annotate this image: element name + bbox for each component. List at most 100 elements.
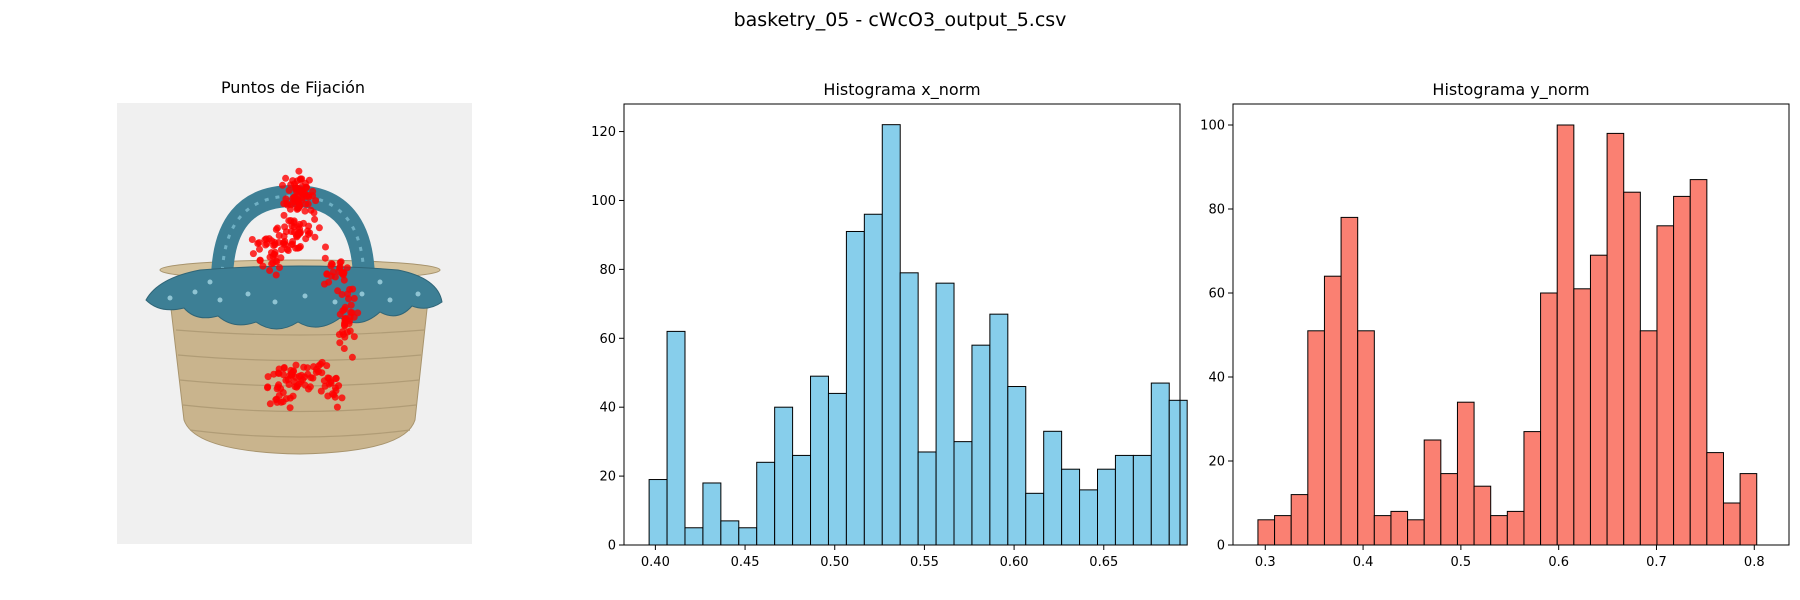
histogram-bar [1689, 179, 1708, 546]
fixation-point [321, 254, 329, 262]
histogram-bar [1323, 275, 1342, 546]
histogram-bar [1639, 330, 1658, 546]
fixation-point [336, 259, 344, 267]
histogram-bar [1589, 254, 1608, 546]
histogram-bar [702, 482, 722, 546]
fixation-point [348, 353, 356, 361]
histogram-bar [1523, 431, 1542, 546]
y-tick-label: 100 [1200, 119, 1225, 134]
histogram-x-axes-frame [623, 103, 1181, 546]
basket-weave-lines [175, 329, 425, 438]
fixation-point [286, 205, 294, 213]
figure-title: basketry_05 - cWcO3_output_5.csv [734, 9, 1067, 31]
histogram-y-yaxis-ticks: 0 20 40 60 80 100 [1200, 119, 1233, 554]
fixation-point [346, 313, 354, 321]
histogram-bar [863, 213, 883, 546]
basket-fabric-cover [145, 265, 443, 330]
histogram-x-norm: Histograma x_norm 0.40 0.45 0.50 0.55 0.60 0.… [591, 80, 1188, 570]
fixation-point [331, 384, 339, 392]
fixation-point [272, 396, 280, 404]
fixation-point [285, 186, 293, 194]
histogram-bar [810, 375, 829, 546]
histogram-bar [1440, 473, 1458, 546]
histogram-bar [1673, 195, 1691, 546]
fixation-point [274, 224, 281, 232]
histogram-bar [1706, 452, 1724, 546]
fixation-point [294, 195, 301, 203]
y-tick-label: 100 [591, 194, 616, 209]
fixation-point [285, 217, 293, 225]
fixation-point [275, 232, 283, 239]
histogram-bar [1132, 454, 1152, 546]
fixation-point [279, 389, 287, 396]
fixation-point [325, 278, 333, 286]
x-tick-label: 0.65 [1089, 555, 1118, 570]
histogram-bar [1390, 510, 1409, 546]
fixation-point [347, 301, 355, 309]
histogram-bar [1373, 515, 1392, 546]
fixation-point [346, 327, 354, 335]
x-tick-label: 0.8 [1744, 555, 1765, 570]
fixation-point [303, 364, 311, 372]
fixation-point [336, 339, 344, 347]
fixation-point [296, 243, 304, 250]
fixation-point [293, 177, 301, 185]
fixation-point [306, 383, 314, 391]
histogram-bar [1061, 468, 1081, 546]
fixation-point [309, 374, 317, 382]
histogram-bar [792, 454, 812, 546]
fixation-point [339, 328, 346, 336]
histogram-x-title: Histograma x_norm [823, 80, 980, 100]
fixation-point [284, 247, 292, 254]
y-tick-label: 20 [599, 470, 616, 485]
histogram-bar [1656, 225, 1675, 546]
fixation-point [310, 209, 318, 217]
y-tick-label: 40 [599, 401, 616, 416]
fixation-point [341, 333, 349, 341]
fixation-point [345, 295, 352, 303]
fixation-point [261, 236, 269, 244]
y-tick-label: 40 [1208, 371, 1225, 386]
histogram-bar [1490, 515, 1508, 546]
fixation-point [282, 376, 290, 384]
fixation-point [271, 248, 279, 256]
y-tick-label: 60 [1208, 287, 1225, 302]
fixation-point [301, 189, 309, 197]
fixation-point [277, 398, 285, 406]
fixation-point [350, 294, 358, 302]
histogram-bar [1606, 132, 1625, 546]
fixation-point [295, 229, 303, 237]
fixation-point [248, 236, 256, 243]
histogram-bar [1423, 439, 1442, 546]
fixation-point [276, 264, 283, 271]
histogram-bar [738, 527, 758, 546]
fixation-point [274, 383, 282, 391]
x-tick-label: 0.4 [1353, 555, 1374, 570]
fixation-point [341, 316, 349, 324]
fixation-point [280, 211, 288, 219]
fixation-point [256, 257, 264, 265]
fixation-point [311, 215, 319, 223]
y-tick-label: 0 [608, 539, 616, 554]
histogram-bar [1257, 519, 1276, 546]
histogram-bar [774, 406, 794, 546]
histogram-bar [1556, 124, 1575, 546]
fixation-point [282, 228, 290, 236]
histogram-y-axes-frame [1232, 103, 1790, 546]
histogram-bar [1407, 519, 1425, 546]
histogram-y-bars [1257, 124, 1758, 546]
histogram-x-xaxis-ticks: 0.40 0.45 0.50 0.55 0.60 0.65 [641, 545, 1118, 570]
fixation-point [266, 267, 274, 274]
fixation-point [330, 391, 338, 399]
histogram-bar [1473, 485, 1492, 546]
fixation-point [332, 374, 340, 382]
x-tick-label: 0.3 [1255, 555, 1276, 570]
histogram-bar [1506, 510, 1525, 546]
fixation-point [295, 167, 303, 175]
fixation-point [323, 270, 331, 278]
histogram-bar [1307, 330, 1325, 546]
fixation-point [340, 345, 348, 352]
histogram-bar [684, 527, 704, 546]
fixation-point [295, 372, 303, 380]
fixation-point [302, 235, 310, 243]
